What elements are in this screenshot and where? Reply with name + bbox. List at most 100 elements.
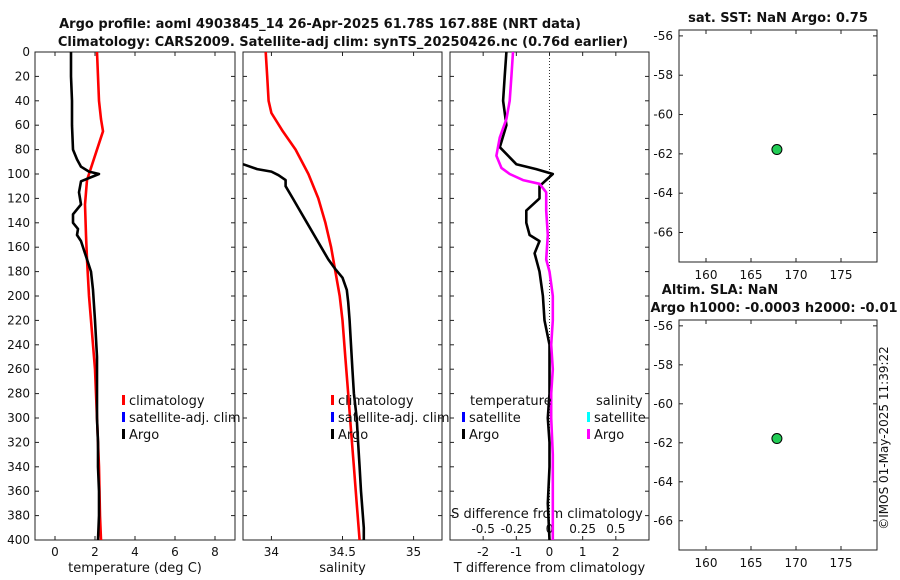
temperature-legend-satellite-label: satellite-adj. clim [129,411,241,426]
sst-map-title: sat. SST: NaN Argo: 0.75 [688,11,868,26]
y-tick-label: 60 [15,118,30,132]
temperature-legend-argo-label: Argo [129,428,159,443]
salinity-legend-argo-label: Argo [338,428,368,443]
y-tick-label: 240 [7,338,30,352]
map-x-tick-label: 165 [740,556,763,570]
temperature-x-tick-label: 0 [51,545,59,559]
map-y-tick-label: -64 [653,186,673,200]
map-y-tick-label: -62 [653,436,673,450]
salinity-diff-tick-label: -0.5 [471,522,494,536]
map-y-tick-label: -60 [653,397,673,411]
y-tick-label: 140 [7,216,30,230]
salinity-panel: 34 34.5 35 salinity climatology satellite-adj… [242,51,450,576]
y-tick-label: 220 [7,313,30,327]
map-y-tick-label: -58 [653,68,673,82]
salinity-series-climatology [264,51,361,541]
difference-series-t-argo [498,51,555,541]
temperature-x-axis-label: temperature (deg C) [68,561,202,576]
y-tick-label: 320 [7,435,30,449]
argo-float-position-marker [771,433,783,445]
difference-x-tick-label: -2 [477,545,489,559]
map-y-tick-label: -64 [653,475,673,489]
figure-title-line2: Climatology: CARS2009. Satellite-adj cli… [58,35,628,50]
sla-map-title: Altim. SLA: NaN [662,283,778,298]
sst-map-axes-frame [678,29,878,263]
diff-legend-t-satellite-label: satellite [469,411,521,426]
y-tick-label: 200 [7,289,30,303]
y-tick-label: 340 [7,460,30,474]
temperature-x-tick-label: 8 [211,545,219,559]
argo-float-position-marker [771,144,783,156]
map-y-tick-label: -56 [653,29,673,43]
sla-map-subtitle: Argo h1000: -0.0003 h2000: -0.01 [650,301,897,316]
map-x-tick-label: 160 [695,268,718,282]
temperature-panel: 0204060801001201401601802002202402602803… [7,45,241,576]
sst-map-panel: 160 165 170 175 -56 -58 -60 -62 -64 -66 sat. SST: … [653,11,878,282]
y-tick-label: 260 [7,362,30,376]
y-tick-label: 180 [7,265,30,279]
sla-map-panel: 160 165 170 175 -56 -58 -60 -62 -64 -66 Altim. SLA… [650,283,897,570]
temperature-legend-satellite-swatch [122,412,125,422]
salinity-diff-tick-label: 0.25 [569,522,596,536]
map-y-tick-label: -66 [653,514,673,528]
temperature-series-argo [69,52,101,541]
salinity-legend-climatology-label: climatology [338,394,414,409]
salinity-diff-tick-label: -0.25 [501,522,532,536]
map-x-tick-label: 160 [695,556,718,570]
y-tick-label: 80 [15,143,30,157]
diff-legend-t-satellite-swatch [462,412,465,422]
diff-legend-temperature-heading: temperature [470,394,552,409]
difference-x-tick-label: 1 [579,545,587,559]
difference-x-tick-label: 0 [546,545,554,559]
map-y-tick-label: -60 [653,108,673,122]
diff-legend-t-argo-label: Argo [469,428,499,443]
y-tick-label: 300 [7,411,30,425]
diff-legend-t-argo-swatch [462,429,465,439]
map-y-tick-label: -62 [653,147,673,161]
y-tick-label: 40 [15,94,30,108]
temperature-x-tick-label: 2 [91,545,99,559]
y-tick-label: 380 [7,509,30,523]
timestamp-label: ©IMOS 01-May-2025 11:39:22 [877,346,891,530]
diff-legend-s-satellite-swatch [587,412,590,422]
salinity-diff-tick-label: 0.5 [606,522,625,536]
map-y-tick-label: -56 [653,319,673,333]
y-tick-label: 160 [7,240,30,254]
temperature-x-tick-label: 6 [171,545,179,559]
difference-x-tick-label: 2 [612,545,620,559]
diff-legend-s-argo-label: Argo [594,428,624,443]
salinity-x-axis-label: salinity [319,561,366,576]
salinity-x-tick-label: 34.5 [329,545,356,559]
temperature-legend-argo-swatch [122,429,125,439]
map-x-tick-label: 170 [785,556,808,570]
figure-title-line1: Argo profile: aoml 4903845_14 26-Apr-202… [59,17,581,32]
temperature-axes-frame [34,51,236,541]
y-tick-label: 360 [7,484,30,498]
temperature-legend-climatology-swatch [122,395,125,405]
difference-x-tick-label: -1 [510,545,522,559]
salinity-legend-climatology-swatch [331,395,334,405]
temperature-legend-climatology-label: climatology [129,394,205,409]
map-y-tick-label: -66 [653,226,673,240]
y-tick-label: 100 [7,167,30,181]
y-tick-label: 400 [7,533,30,547]
salinity-series-argo [242,162,366,540]
salinity-legend-satellite-swatch [331,412,334,422]
difference-x-axis-label: T difference from climatology [453,561,646,576]
y-tick-label: 280 [7,387,30,401]
salinity-x-tick-label: 35 [406,545,421,559]
sla-map-axes-frame [678,319,878,551]
diff-legend-s-satellite-label: satellite [594,411,646,426]
map-x-tick-label: 170 [785,268,808,282]
diff-legend-salinity-heading: salinity [596,394,643,409]
y-tick-label: 0 [22,45,30,59]
map-y-tick-label: -58 [653,358,673,372]
salinity-legend-satellite-label: satellite-adj. clim [338,411,450,426]
salinity-legend-argo-swatch [331,429,334,439]
y-tick-label: 120 [7,191,30,205]
map-x-tick-label: 175 [830,268,853,282]
temperature-x-tick-label: 4 [131,545,139,559]
salinity-axes-frame [242,51,443,541]
map-x-tick-label: 165 [740,268,763,282]
